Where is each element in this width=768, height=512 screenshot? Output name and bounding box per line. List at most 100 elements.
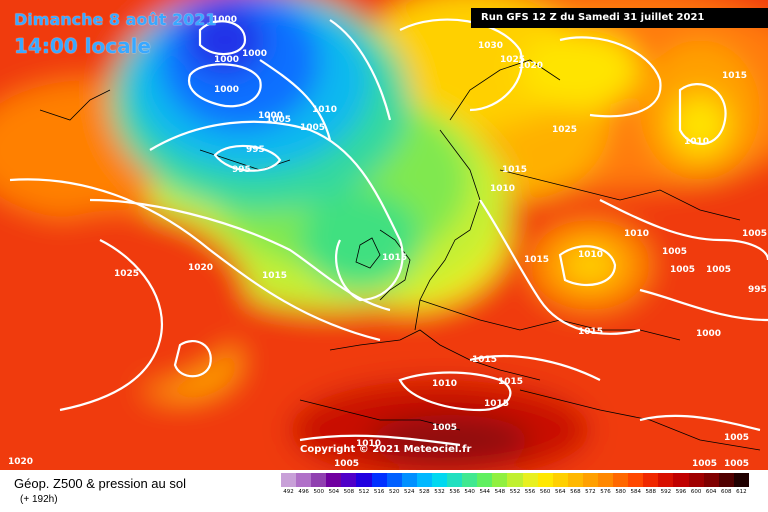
isobar-label: 1005 (692, 459, 717, 469)
scale-label: 524 (404, 489, 415, 495)
isobar-label: 1000 (214, 85, 239, 95)
coastlines (39, 59, 761, 451)
forecast-time: 14:00 locale (14, 34, 151, 58)
isobar-label: 1000 (696, 329, 721, 339)
scale-swatch (477, 473, 493, 487)
isobar-label: 1010 (356, 439, 381, 449)
scale-label: 500 (313, 489, 324, 495)
isobar-label: 1020 (518, 61, 543, 71)
weather-map: 1000 1000 1000 1000 995 995 1010 1005 1000 1025 10… (0, 0, 768, 470)
scale-swatch (281, 473, 297, 487)
scale-label: 588 (645, 489, 657, 495)
footer-legend: Géop. Z500 & pression au sol (+ 192h) 49… (0, 470, 768, 512)
scale-swatch (552, 473, 568, 487)
scale-swatch (326, 473, 342, 487)
scale-label: 608 (721, 489, 732, 495)
scale-label: 532 (434, 489, 445, 495)
isobar-labels: 1000100010001000995995101010051000102510… (8, 15, 767, 469)
isobar-label: 995 (232, 165, 251, 175)
isobar-label: 1020 (188, 263, 213, 273)
scale-swatch (296, 473, 312, 487)
isobar-label: 1005 (432, 423, 457, 433)
isobar-label: 1005 (742, 229, 767, 239)
forecast-date: Dimanche 8 août 2021 (14, 10, 217, 29)
isobar-label: 1015 (262, 271, 287, 281)
isobar-label: 1015 (722, 71, 747, 81)
geopotential-field (0, 0, 768, 470)
isobar-label: 1005 (334, 459, 359, 469)
isobar-label: 1015 (502, 165, 527, 175)
isobar-label: 1010 (312, 105, 337, 115)
scale-label: 512 (358, 489, 370, 495)
isobar-label: 1000 (212, 15, 237, 25)
scale-label: 584 (630, 489, 641, 495)
scale-swatch (613, 473, 629, 487)
copyright-text: Copyright © 2021 Meteociel.fr (300, 444, 472, 455)
scale-label: 508 (343, 489, 355, 495)
scale-swatch (718, 473, 734, 487)
scale-label: 572 (585, 489, 596, 495)
isobar-label: 1010 (432, 379, 457, 389)
scale-label: 612 (736, 489, 747, 495)
scale-swatch (371, 473, 387, 487)
isobar-label: 1015 (472, 355, 497, 365)
color-scale-labels: 492 496 500 504 508 512 516 520 524 528 532 536 540 5… (281, 489, 749, 495)
scale-swatch (733, 473, 749, 487)
scale-swatch (567, 473, 583, 487)
scale-swatch (386, 473, 402, 487)
scale-label: 548 (494, 489, 506, 495)
scale-swatch (703, 473, 719, 487)
scale-label: 496 (298, 489, 309, 495)
isobar-label: 1025 (114, 269, 139, 279)
isobar-label: 1015 (382, 253, 407, 263)
scale-swatch (401, 473, 417, 487)
scale-label: 576 (600, 489, 611, 495)
scale-label: 600 (690, 489, 702, 495)
isobar-label: 1015 (578, 327, 603, 337)
isobar-label: 1005 (706, 265, 731, 275)
isobar-label: 1015 (484, 399, 509, 409)
scale-label: 540 (464, 489, 475, 495)
isobar-label: 1005 (724, 433, 749, 443)
scale-swatch (688, 473, 704, 487)
isobar-label: 1005 (724, 459, 749, 469)
isobar-label: 1010 (490, 184, 515, 194)
isobar-label: 1000 (242, 49, 267, 59)
scale-label: 552 (509, 489, 521, 495)
scale-swatch (628, 473, 644, 487)
isobar-label: 1010 (624, 229, 649, 239)
isobar-label: 1005 (662, 247, 687, 257)
scale-swatch (673, 473, 689, 487)
scale-label: 544 (479, 489, 491, 495)
scale-swatch (643, 473, 659, 487)
scale-label: 528 (419, 489, 430, 495)
isobar-label: 1015 (524, 255, 549, 265)
scale-label: 492 (283, 489, 294, 495)
scale-swatch (537, 473, 553, 487)
isobar-label: 1005 (670, 265, 695, 275)
scale-label: 520 (388, 489, 400, 495)
isobar-label: 1005 (266, 115, 291, 125)
scale-label: 560 (539, 489, 551, 495)
scale-swatch (447, 473, 463, 487)
scale-label: 536 (449, 489, 460, 495)
isobar-label: 1025 (552, 125, 577, 135)
isobar-label: 1020 (8, 457, 33, 467)
scale-label: 516 (373, 489, 385, 495)
scale-swatch (341, 473, 357, 487)
map-canvas: 1000100010001000995995101010051000102510… (0, 0, 768, 470)
scale-label: 556 (524, 489, 536, 495)
isobar-label: 995 (246, 145, 265, 155)
scale-label: 596 (675, 489, 687, 495)
scale-swatch (522, 473, 538, 487)
scale-swatch (582, 473, 598, 487)
isobar-label: 1010 (578, 250, 603, 260)
scale-label: 504 (328, 489, 340, 495)
run-info: Run GFS 12 Z du Samedi 31 juillet 2021 (471, 8, 768, 28)
scale-label: 564 (554, 489, 566, 495)
scale-swatch (507, 473, 523, 487)
scale-label: 604 (705, 489, 717, 495)
isobar-label: 1010 (684, 137, 709, 147)
scale-swatch (462, 473, 478, 487)
scale-label: 592 (660, 489, 672, 495)
